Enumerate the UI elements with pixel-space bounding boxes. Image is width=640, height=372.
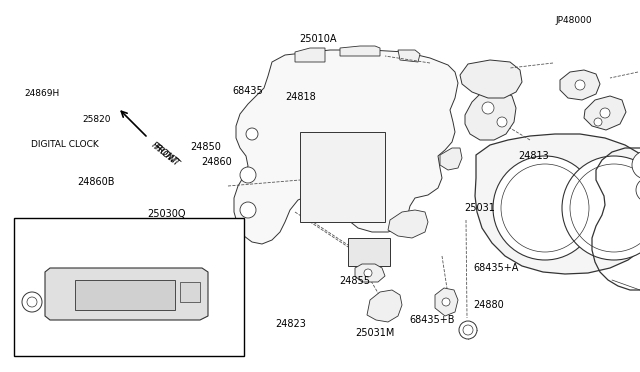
Text: DIGITAL CLOCK: DIGITAL CLOCK — [31, 140, 99, 149]
Polygon shape — [460, 60, 522, 98]
Circle shape — [442, 298, 450, 306]
Text: FRONT: FRONT — [150, 140, 180, 166]
Bar — [348, 238, 390, 266]
Text: 25820: 25820 — [82, 115, 111, 124]
Text: 24813: 24813 — [518, 151, 549, 161]
Text: 68435+A: 68435+A — [474, 263, 519, 273]
Polygon shape — [435, 288, 458, 316]
Polygon shape — [440, 148, 462, 170]
Polygon shape — [388, 210, 428, 238]
Bar — [14, 218, 244, 356]
Text: 24850: 24850 — [191, 142, 221, 152]
Text: JP48000: JP48000 — [556, 16, 592, 25]
Circle shape — [27, 297, 37, 307]
Text: FRONT: FRONT — [152, 142, 182, 168]
Circle shape — [364, 269, 372, 277]
Circle shape — [463, 325, 473, 335]
Circle shape — [575, 80, 585, 90]
Text: 24823: 24823 — [275, 319, 306, 328]
Circle shape — [174, 278, 206, 310]
Circle shape — [459, 321, 477, 339]
Circle shape — [600, 108, 610, 118]
Circle shape — [22, 292, 42, 312]
Polygon shape — [340, 46, 380, 56]
Text: 68435+B: 68435+B — [410, 315, 455, 325]
Text: 25031M: 25031M — [355, 328, 395, 338]
Circle shape — [246, 128, 258, 140]
Circle shape — [562, 156, 640, 260]
Polygon shape — [45, 268, 208, 320]
Text: 25031: 25031 — [464, 203, 495, 213]
Circle shape — [632, 151, 640, 179]
Text: 68435: 68435 — [232, 86, 263, 96]
Bar — [75, 280, 175, 310]
Polygon shape — [295, 48, 325, 62]
Bar — [180, 282, 200, 302]
Circle shape — [482, 102, 494, 114]
Text: 25030Q: 25030Q — [147, 209, 186, 219]
Polygon shape — [234, 50, 458, 244]
Polygon shape — [560, 70, 600, 100]
Text: 24880: 24880 — [474, 300, 504, 310]
Circle shape — [493, 156, 597, 260]
Circle shape — [594, 118, 602, 126]
Text: 25010A: 25010A — [300, 34, 337, 44]
Polygon shape — [355, 264, 385, 282]
Circle shape — [240, 202, 256, 218]
Text: 24818: 24818 — [285, 92, 316, 102]
Polygon shape — [367, 290, 402, 322]
Text: 24855: 24855 — [339, 276, 370, 286]
Polygon shape — [398, 50, 420, 62]
Circle shape — [240, 167, 256, 183]
Text: 24860: 24860 — [202, 157, 232, 167]
Circle shape — [497, 117, 507, 127]
Text: 24860B: 24860B — [77, 177, 115, 187]
Polygon shape — [475, 134, 640, 274]
Bar — [300, 132, 385, 222]
Polygon shape — [465, 90, 516, 140]
Text: 24869H: 24869H — [24, 89, 60, 97]
Polygon shape — [584, 96, 626, 130]
Circle shape — [182, 286, 198, 302]
Circle shape — [636, 178, 640, 202]
